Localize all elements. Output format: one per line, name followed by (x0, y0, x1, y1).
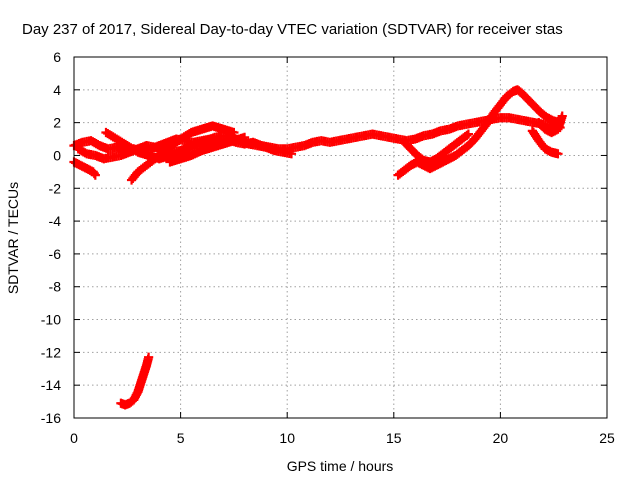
chart-title: Day 237 of 2017, Sidereal Day-to-day VTE… (22, 21, 563, 38)
y-tick-label: -14 (41, 377, 61, 393)
data-point (557, 111, 567, 121)
data-point (90, 170, 100, 180)
grid-lines (74, 57, 607, 418)
y-tick-label: -16 (41, 410, 61, 426)
series-arc-9 (527, 126, 563, 159)
y-tick-label: -4 (49, 213, 62, 229)
x-tick-label: 10 (279, 430, 295, 446)
y-tick-label: 0 (53, 147, 61, 163)
y-tick-label: -2 (49, 180, 62, 196)
series-arc-5 (126, 121, 239, 185)
plot-frame (73, 56, 608, 419)
y-tick-label: 6 (53, 49, 61, 65)
data-point (553, 149, 563, 159)
data-point (144, 352, 154, 362)
x-axis-label: GPS time / hours (287, 458, 394, 474)
series-arc-6 (165, 132, 250, 167)
series-arc-11 (116, 352, 154, 410)
data-point (239, 132, 250, 143)
x-tick-label: 5 (177, 430, 185, 446)
x-tick-label: 20 (493, 430, 509, 446)
data-point (463, 129, 474, 139)
data-point (229, 127, 239, 138)
y-tick-label: 2 (53, 115, 61, 131)
y-tick-label: 4 (53, 82, 61, 98)
x-tick-label: 25 (599, 430, 615, 446)
y-tick-label: -8 (49, 279, 62, 295)
x-tick-label: 0 (70, 430, 78, 446)
y-tick-label: -12 (41, 344, 61, 360)
y-axis-label: SDTVAR / TECUs (5, 182, 21, 294)
series-arc-10 (534, 111, 567, 138)
data-point (286, 149, 297, 159)
series-arc-8 (399, 129, 474, 167)
series-arc-3 (69, 157, 100, 180)
x-tick-label: 15 (386, 430, 402, 446)
data-marks (69, 85, 567, 410)
y-tick-label: -10 (41, 312, 61, 328)
y-tick-label: -6 (49, 246, 62, 262)
